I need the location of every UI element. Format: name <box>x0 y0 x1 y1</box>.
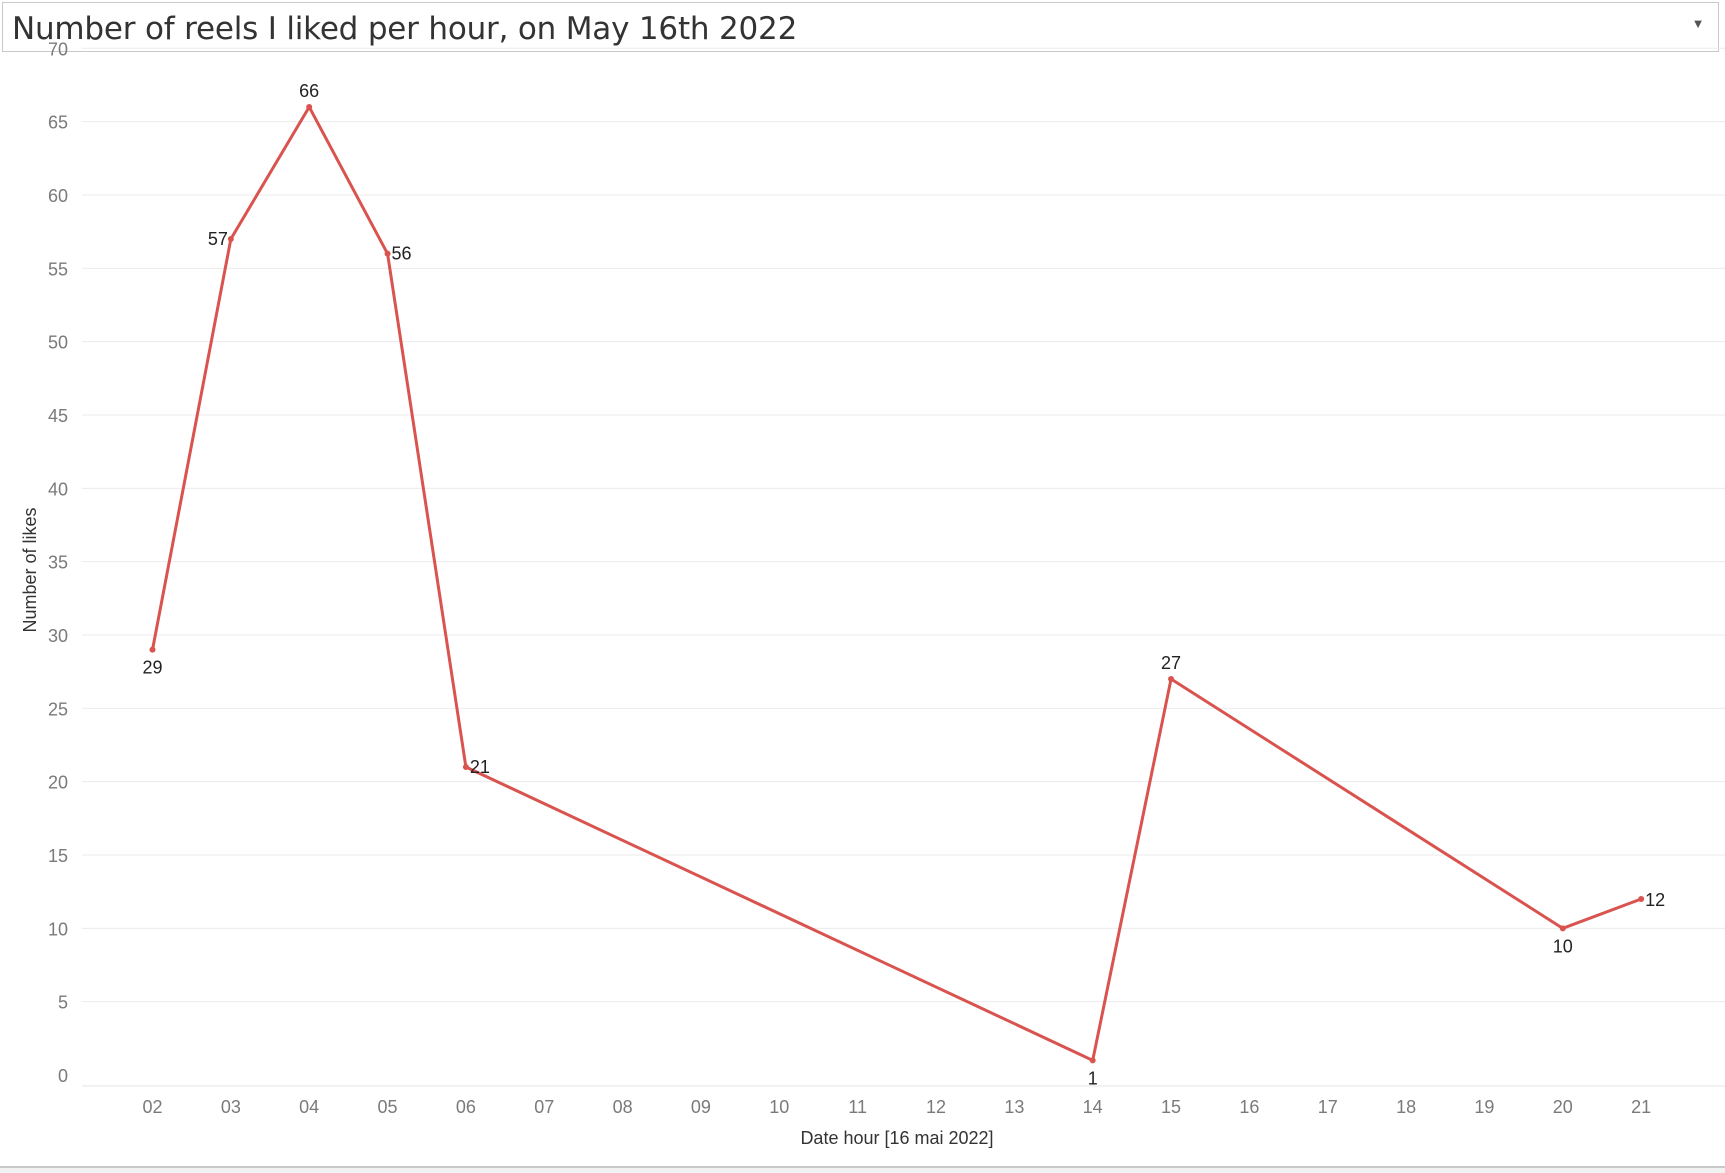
data-point <box>306 103 313 110</box>
y-tick-label: 30 <box>48 626 68 646</box>
y-tick-label: 60 <box>48 186 68 206</box>
series-line <box>151 105 1642 1062</box>
y-tick-label: 45 <box>48 406 68 426</box>
x-tick-label: 14 <box>1083 1097 1103 1117</box>
data-label: 21 <box>470 757 490 777</box>
data-point <box>149 646 156 653</box>
chart-title-bar: Number of reels I liked per hour, on May… <box>2 2 1719 52</box>
x-tick-label: 15 <box>1161 1097 1181 1117</box>
data-label: 29 <box>142 658 162 678</box>
bottom-divider <box>0 1166 1725 1168</box>
data-label: 57 <box>208 229 228 249</box>
y-axis-title: Number of likes <box>20 507 40 632</box>
y-tick-label: 50 <box>48 333 68 353</box>
y-tick-label: 40 <box>48 479 68 499</box>
x-tick-label: 19 <box>1474 1097 1494 1117</box>
chevron-down-icon[interactable]: ▼ <box>1691 15 1705 31</box>
x-tick-label: 18 <box>1396 1097 1416 1117</box>
data-point <box>1559 925 1566 932</box>
data-label: 66 <box>299 81 319 101</box>
chart-title: Number of reels I liked per hour, on May… <box>12 11 798 47</box>
data-point <box>1168 675 1175 682</box>
x-axis-title: Date hour [16 mai 2022] <box>800 1128 993 1148</box>
x-tick-label: 09 <box>691 1097 711 1117</box>
x-tick-label: 05 <box>378 1097 398 1117</box>
y-tick-label: 55 <box>48 259 68 279</box>
x-tick-label: 11 <box>848 1097 867 1117</box>
x-tick-label: 17 <box>1318 1097 1338 1117</box>
x-tick-label: 16 <box>1239 1097 1259 1117</box>
x-tick-label: 04 <box>299 1097 319 1117</box>
data-label: 12 <box>1645 890 1665 910</box>
data-label: 27 <box>1161 653 1181 673</box>
x-tick-label: 07 <box>534 1097 554 1117</box>
x-tick-label: 03 <box>221 1097 241 1117</box>
data-point <box>1089 1057 1096 1064</box>
x-tick-label: 02 <box>142 1097 162 1117</box>
y-tick-label: 35 <box>48 553 68 573</box>
y-tick-label: 65 <box>48 113 68 133</box>
x-tick-label: 10 <box>769 1097 789 1117</box>
data-label: 56 <box>392 244 412 264</box>
data-point <box>227 235 234 242</box>
y-tick-label: 20 <box>48 773 68 793</box>
x-tick-label: 20 <box>1553 1097 1573 1117</box>
x-tick-label: 13 <box>1004 1097 1024 1117</box>
x-tick-label: 06 <box>456 1097 476 1117</box>
x-tick-label: 21 <box>1631 1097 1651 1117</box>
x-tick-label: 12 <box>926 1097 946 1117</box>
y-tick-label: 25 <box>48 699 68 719</box>
y-tick-label: 70 <box>48 39 68 59</box>
y-tick-label: 5 <box>58 993 68 1013</box>
y-tick-label: 0 <box>58 1066 68 1086</box>
y-tick-label: 10 <box>48 919 68 939</box>
data-point <box>462 763 469 770</box>
y-tick-label: 15 <box>48 846 68 866</box>
bottom-scroll-band <box>0 1168 1725 1173</box>
data-point <box>384 250 391 257</box>
data-label: 10 <box>1553 936 1573 956</box>
x-tick-label: 08 <box>613 1097 633 1117</box>
data-label: 1 <box>1088 1068 1098 1088</box>
data-point <box>1638 895 1645 902</box>
